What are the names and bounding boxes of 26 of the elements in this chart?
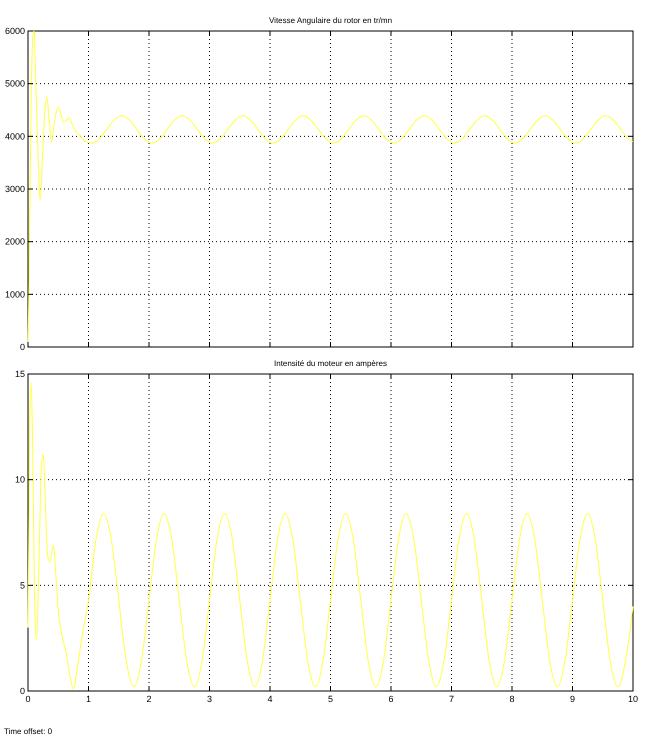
y-tick-label: 2000	[4, 236, 25, 247]
y-tick-label: 6000	[4, 26, 25, 36]
y-tick-label: 0	[20, 342, 25, 352]
line-series	[28, 382, 634, 690]
text: Time offset: 0	[4, 727, 53, 736]
x-tick-label: 4	[267, 694, 273, 704]
x-tick-label: 6	[388, 694, 394, 704]
line-series	[28, 30, 634, 348]
y-tick-label: 3000	[4, 184, 25, 194]
y-tick-label: 15	[14, 369, 25, 379]
x-tick-label: 2	[146, 694, 152, 704]
chart-title: Vitesse Angulaire du rotor en tr/mn	[268, 16, 392, 25]
x-tick-label: 10	[628, 694, 638, 704]
y-tick-label: 10	[14, 474, 25, 485]
y-tick-label: 1000	[4, 289, 25, 300]
y-tick-label: 0	[20, 686, 25, 696]
x-tick-label: 1	[86, 694, 92, 704]
x-tick-label: 3	[206, 694, 212, 704]
x-tick-label: 7	[448, 694, 454, 704]
y-tick-label: 5	[20, 580, 25, 590]
y-tick-label: 4000	[4, 131, 25, 142]
x-tick-label: 8	[509, 694, 515, 704]
y-tick-label: 5000	[4, 78, 25, 89]
x-tick-label: 9	[570, 694, 576, 704]
x-tick-label: 5	[328, 694, 334, 704]
chart-title: Intensité du moteur en ampères	[274, 359, 387, 368]
